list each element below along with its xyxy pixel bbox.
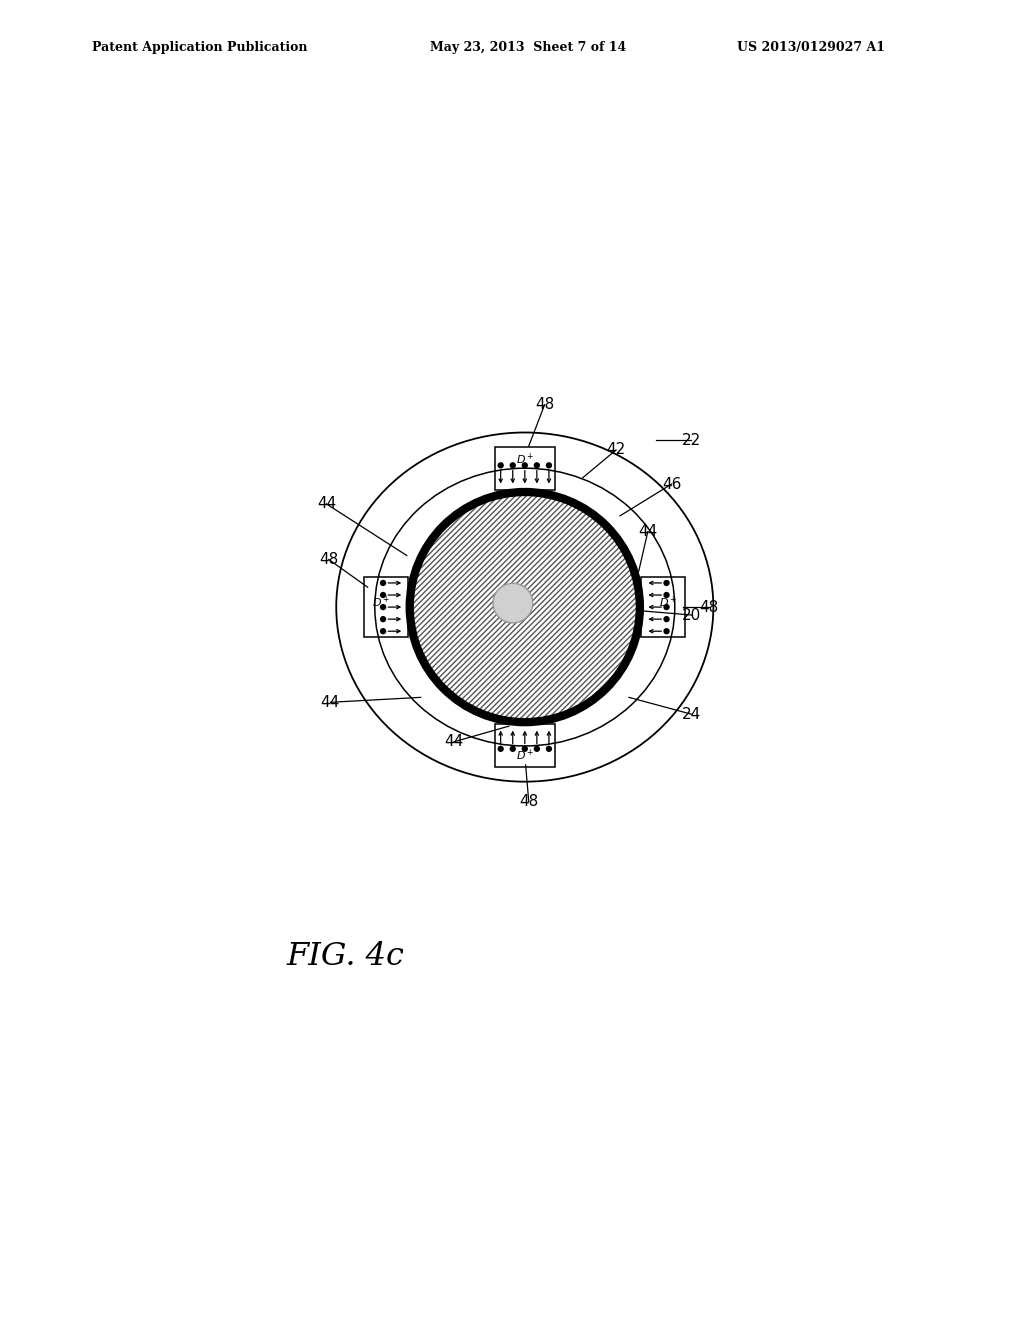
Circle shape (664, 579, 670, 586)
Text: 22: 22 (682, 433, 701, 447)
Circle shape (380, 579, 386, 586)
Text: 20: 20 (682, 607, 701, 623)
Bar (365, 577, 409, 638)
Text: $D^+$: $D^+$ (372, 595, 390, 610)
Circle shape (521, 462, 528, 469)
Text: $D^+$: $D^+$ (515, 451, 535, 467)
Text: US 2013/0129027 A1: US 2013/0129027 A1 (737, 41, 886, 54)
Text: May 23, 2013  Sheet 7 of 14: May 23, 2013 Sheet 7 of 14 (430, 41, 627, 54)
Circle shape (664, 628, 670, 635)
Circle shape (380, 628, 386, 635)
Bar (641, 577, 685, 638)
Circle shape (498, 462, 504, 469)
Circle shape (546, 746, 552, 752)
Circle shape (510, 746, 516, 752)
Text: 48: 48 (319, 552, 338, 568)
Text: 44: 44 (638, 524, 657, 539)
Circle shape (546, 462, 552, 469)
Circle shape (410, 492, 640, 722)
Circle shape (521, 746, 528, 752)
Text: Patent Application Publication: Patent Application Publication (92, 41, 307, 54)
Text: 46: 46 (662, 477, 681, 491)
Circle shape (380, 605, 386, 610)
Circle shape (510, 462, 516, 469)
Circle shape (380, 616, 386, 622)
Text: 42: 42 (606, 442, 626, 458)
Text: 44: 44 (443, 734, 463, 750)
Text: 48: 48 (519, 795, 539, 809)
Text: $D^+$: $D^+$ (515, 747, 535, 763)
Circle shape (664, 591, 670, 598)
Circle shape (534, 746, 540, 752)
Text: 24: 24 (682, 706, 701, 722)
Text: 48: 48 (699, 599, 719, 615)
Bar (495, 723, 555, 767)
Circle shape (493, 583, 532, 623)
Text: FIG. 4c: FIG. 4c (287, 941, 404, 972)
Circle shape (664, 605, 670, 610)
Text: 44: 44 (316, 496, 336, 511)
Text: 44: 44 (321, 694, 340, 710)
Text: 48: 48 (535, 397, 554, 412)
Circle shape (498, 746, 504, 752)
Circle shape (380, 591, 386, 598)
Circle shape (534, 462, 540, 469)
Bar (495, 446, 555, 491)
Text: $D^+$: $D^+$ (659, 595, 678, 610)
Circle shape (664, 616, 670, 622)
